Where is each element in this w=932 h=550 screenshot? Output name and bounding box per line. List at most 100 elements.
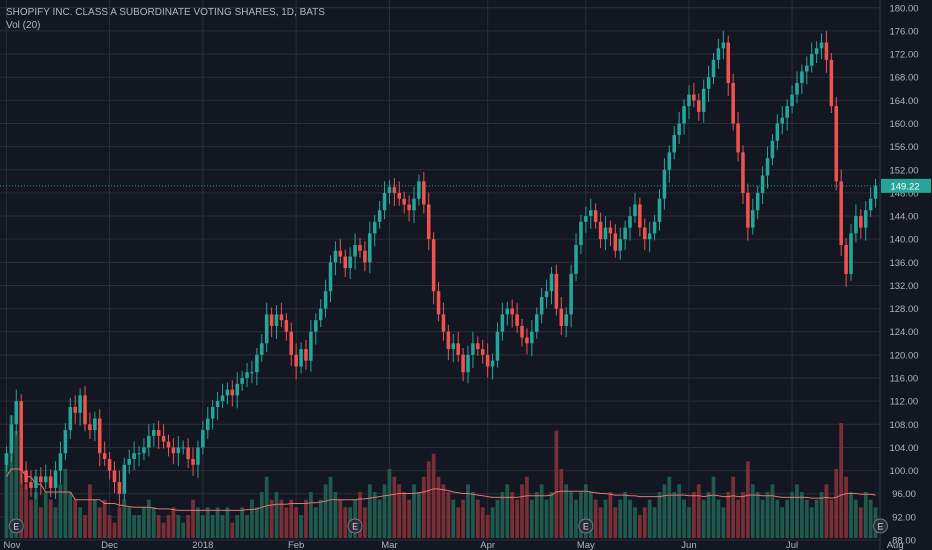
volume-bar: [750, 484, 755, 538]
candle-body: [161, 435, 166, 442]
candle-body: [166, 441, 171, 448]
volume-bar: [363, 507, 367, 538]
volume-bar: [844, 476, 848, 538]
candle-body: [706, 77, 711, 89]
candle-body: [643, 227, 647, 240]
volume-indicator-label[interactable]: Vol (20): [6, 20, 41, 31]
candle-body: [210, 406, 215, 419]
candle-body: [58, 453, 63, 471]
price-tick-label: 156.00: [889, 142, 918, 153]
candle-body: [151, 430, 156, 436]
time-tick-label: Nov: [4, 540, 21, 550]
candle-body: [102, 453, 107, 460]
candle-body: [156, 430, 161, 436]
candle-body: [196, 447, 200, 465]
candle-body: [323, 291, 328, 309]
price-tick-label: 124.00: [889, 327, 918, 338]
volume-bar: [156, 515, 161, 538]
earnings-marker-label: E: [877, 522, 883, 532]
time-tick-label: Feb: [288, 540, 304, 550]
candle-body: [348, 256, 352, 269]
volume-bar: [495, 499, 500, 538]
volume-bar: [299, 515, 303, 538]
volume-bar: [574, 499, 578, 538]
candle-body: [264, 314, 269, 344]
volume-bar: [505, 484, 510, 538]
candle-body: [839, 181, 843, 245]
volume-bar: [372, 492, 377, 538]
volume-bar: [736, 499, 740, 538]
candle-body: [530, 331, 534, 344]
volume-bar: [309, 492, 313, 538]
candle-body: [422, 181, 426, 205]
candle-body: [466, 354, 470, 373]
candle-body: [579, 221, 583, 245]
candle-body: [353, 244, 357, 257]
volume-bar: [559, 469, 564, 538]
candle-body: [39, 476, 43, 483]
volume-bar: [200, 515, 205, 538]
volume-bar: [289, 499, 294, 538]
candle-body: [652, 221, 657, 234]
candle-body: [770, 140, 775, 159]
volume-bar: [161, 522, 166, 538]
volume-bar: [544, 499, 549, 538]
candle-body: [284, 320, 289, 332]
volume-bar: [441, 484, 446, 538]
volume-bar: [539, 484, 544, 538]
candle-body: [255, 354, 259, 373]
volume-bar: [29, 499, 33, 538]
candle-body: [382, 192, 387, 211]
candle-body: [544, 291, 549, 298]
volume-bar: [667, 476, 672, 538]
candle-body: [269, 314, 274, 326]
candle-body: [471, 343, 475, 355]
candle-body: [132, 453, 136, 460]
earnings-marker: [347, 518, 363, 534]
volume-bar: [146, 499, 151, 538]
volume-bar: [210, 515, 215, 538]
price-tick-label: 152.00: [889, 165, 918, 176]
candle-body: [844, 244, 848, 274]
candle-body: [117, 482, 122, 494]
candle-body: [755, 192, 760, 211]
candle-body: [289, 331, 294, 355]
candle-body: [726, 42, 731, 83]
candle-body: [559, 308, 564, 326]
candle-body: [736, 123, 740, 153]
price-tick-label: 168.00: [889, 73, 918, 84]
volume-bar: [613, 507, 618, 538]
candle-body: [716, 48, 721, 60]
candle-body: [549, 273, 554, 292]
candle-body: [451, 343, 456, 350]
volume-bar: [490, 507, 495, 538]
volume-bar: [588, 492, 593, 538]
candles: [4, 30, 878, 507]
candle-body: [240, 378, 244, 384]
time-tick-label: Apr: [480, 540, 495, 550]
candle-body: [598, 221, 603, 240]
candle-body: [520, 325, 524, 338]
candle-body: [309, 331, 313, 361]
volume-bar: [569, 492, 573, 538]
candle-body: [14, 401, 19, 425]
volume-bar: [402, 492, 407, 538]
candle-body: [682, 106, 686, 124]
candle-body: [539, 297, 544, 315]
candle-body: [225, 389, 230, 396]
volume-bar: [151, 507, 156, 538]
volume-bar: [466, 484, 470, 538]
candle-body: [859, 216, 863, 228]
candle-body: [868, 198, 873, 211]
candle-body: [775, 123, 780, 141]
candle-body: [854, 216, 858, 234]
volume-bar: [387, 469, 392, 538]
volume-bar: [637, 515, 642, 538]
volume-bar: [755, 492, 760, 538]
candle-body: [667, 152, 672, 170]
volume-bar: [696, 484, 701, 538]
volume-bar: [127, 507, 132, 538]
candle-body: [677, 123, 681, 136]
volume-bar: [250, 499, 254, 538]
